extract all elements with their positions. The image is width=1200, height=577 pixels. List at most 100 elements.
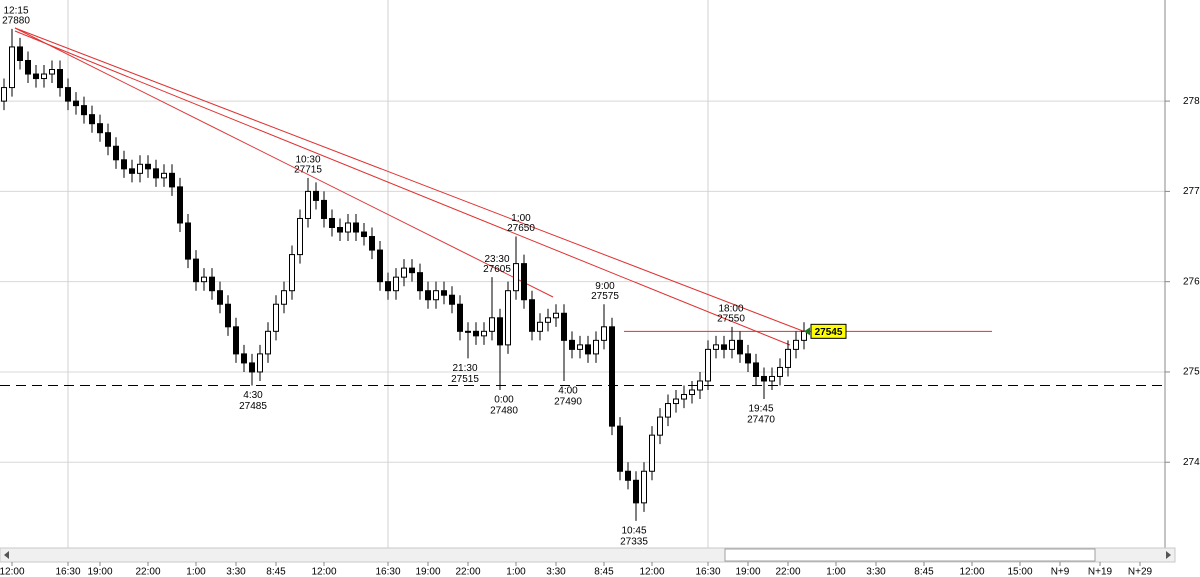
candle-body [649,434,655,472]
candle-body [297,217,303,256]
annotation-value: 27490 [554,397,582,408]
y-tick-label: 27700 [1183,186,1200,197]
candle-body [697,380,703,391]
candle-body [673,398,679,405]
candle-body [17,46,23,61]
annotation-time: 1:00 [511,213,531,224]
annotation-time: 10:30 [295,154,320,165]
candle-body [281,290,287,305]
candle-body [497,317,503,346]
x-tick-label: 22:00 [775,567,800,577]
x-tick-label: 16:30 [55,567,80,577]
scroll-thumb[interactable] [724,548,1096,562]
price-tag [810,323,847,339]
x-tick-label: 16:30 [695,567,720,577]
x-tick-label: 8:45 [594,567,614,577]
candle-body [449,294,455,305]
candle-body [593,339,599,355]
x-tick-label: 22:00 [135,567,160,577]
x-tick-label: N+29 [1128,567,1153,577]
scroll-left[interactable] [4,551,9,559]
candle-body [73,100,79,107]
x-tick-label: 12:00 [639,567,664,577]
candle-body [801,330,807,341]
annotation-value: 27605 [483,264,511,275]
candle-body [785,348,791,368]
candle-body [529,299,535,332]
candle-body [521,263,527,301]
x-tick-label: 19:00 [415,567,440,577]
candle-body [345,222,351,233]
candle-body [193,258,199,283]
candle-body [337,227,343,233]
candle-body [385,281,391,292]
scroll-right[interactable] [1166,551,1171,559]
candle-body [265,330,271,355]
candle-body [481,330,487,337]
scrollbar[interactable] [0,547,1176,563]
candle-body [233,326,239,355]
candles [1,28,807,521]
candle-body [305,190,311,219]
candle-body [129,168,135,174]
candle-body [505,290,511,346]
annotation-time: 18:00 [718,303,743,314]
x-tick-label: 22:00 [455,567,480,577]
y-tick-label: 27800 [1183,96,1200,107]
candle-body [113,145,119,161]
candle-body [185,222,191,260]
y-tick-label: 27600 [1183,276,1200,287]
x-axis: 12:00 16:30 19:00 22:00 1:00 3:30 8:45 12:00 16:… [0,562,1153,577]
candle-body [161,172,167,179]
candle-body [473,330,479,337]
candle-body [257,353,263,373]
candle-body [689,389,695,396]
candle-body [417,272,423,292]
trend-lines [14,27,809,346]
candle-body [153,168,159,179]
y-tick-label: 27400 [1183,457,1200,468]
candle-body [609,326,615,427]
candle-body [201,276,207,283]
candle-body [769,375,775,382]
candle-body [81,105,87,116]
annotation-time: 4:00 [558,386,578,397]
candle-body [457,303,463,332]
x-tick-label: 3:30 [546,567,566,577]
candle-body [273,303,279,332]
x-tick-label: 16:30 [375,567,400,577]
price-tag-label: 27545 [815,327,843,338]
candle-body [145,163,151,170]
candle-body [713,344,719,350]
annotation-time: 0:00 [494,395,514,406]
candle-body [313,190,319,201]
candle-body [225,303,231,328]
candle-body [513,263,519,292]
x-tick-label: 12:00 [0,567,25,577]
annotations: 2754512:15278804:302748510:302771521:302… [2,6,847,548]
candle-body [577,344,583,350]
candle-body [177,186,183,224]
x-tick-label: N+9 [1051,567,1070,577]
annotation-value: 27485 [239,401,267,412]
candle-body [377,249,383,283]
candle-body [65,87,71,102]
x-tick-label: 19:00 [735,567,760,577]
x-tick-label: 3:30 [226,567,246,577]
candle-body [393,276,399,292]
candle-body [753,362,759,377]
x-tick-label: 1:00 [826,567,846,577]
candle-body [137,163,143,174]
candle-body [705,348,711,382]
candle-body [433,290,439,301]
candle-body [441,290,447,296]
x-tick-label: 1:00 [506,567,526,577]
candle-body [721,344,727,350]
candle-body [9,46,15,89]
trend-line [14,27,809,334]
y-axis: 27400 27500 27600 27700 27800 [1165,96,1200,468]
x-tick-label: 1:00 [186,567,206,577]
candle-body [465,330,471,333]
candle-body [249,362,255,373]
